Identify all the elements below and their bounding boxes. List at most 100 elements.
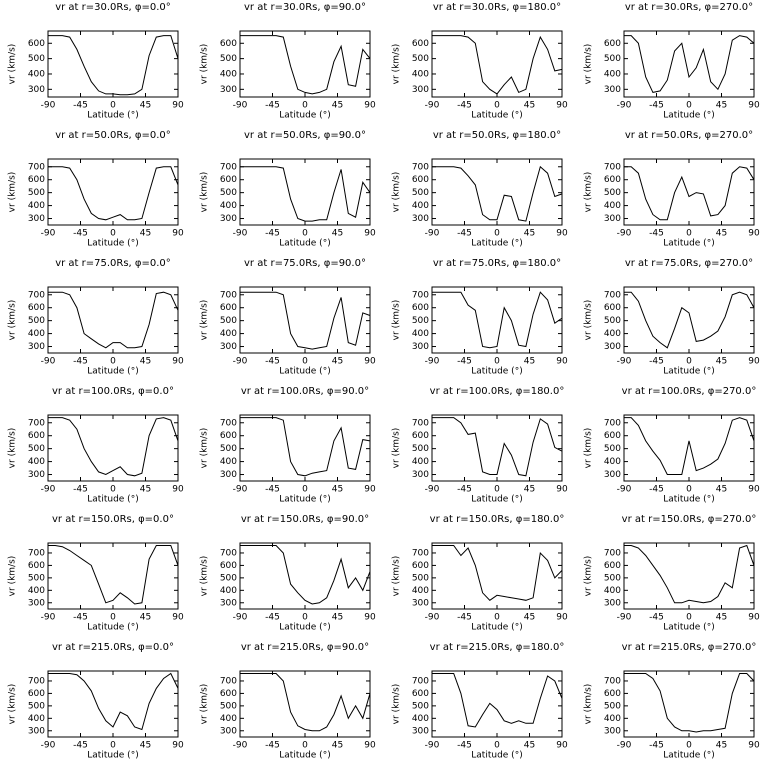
y-tick-label: 300 — [28, 470, 45, 480]
panel: vr at r=30.0Rs, φ=0.0° -90 -45 0 45 90 300 400 5… — [8, 2, 184, 121]
chart-title: vr at r=150.0Rs, φ=270.0° — [622, 514, 757, 525]
x-tick-label: 0 — [110, 357, 116, 367]
x-axis-label: Latitude (°) — [663, 239, 714, 249]
data-line — [240, 673, 371, 732]
y-tick-label: 400 — [604, 457, 621, 467]
y-tick-label: 600 — [28, 39, 45, 49]
x-axis-label: Latitude (°) — [87, 367, 138, 377]
x-tick-label: 0 — [494, 101, 500, 111]
chart-title: vr at r=150.0Rs, φ=0.0° — [52, 514, 174, 525]
y-tick-label: 500 — [412, 316, 429, 326]
y-tick-label: 400 — [28, 329, 45, 339]
y-tick-label: 300 — [220, 214, 237, 224]
y-axis-label: vr (km/s) — [584, 172, 594, 213]
panel: vr at r=215.0Rs, φ=0.0° -90 -45 0 45 90 300 400… — [8, 642, 184, 761]
x-tick-label: 0 — [302, 357, 308, 367]
x-tick-label: 45 — [716, 741, 727, 751]
x-tick-label: -45 — [73, 613, 88, 623]
data-line — [432, 417, 563, 477]
x-tick-label: -90 — [41, 613, 56, 623]
chart-title: vr at r=100.0Rs, φ=0.0° — [52, 386, 174, 397]
y-tick-label: 400 — [220, 714, 237, 724]
x-axis-label: Latitude (°) — [279, 623, 330, 633]
x-tick-label: 45 — [524, 101, 535, 111]
data-line — [432, 545, 563, 601]
y-axis-label: vr (km/s) — [200, 684, 210, 725]
x-tick-label: -45 — [649, 613, 664, 623]
x-tick-label: -45 — [457, 613, 472, 623]
x-axis-label: Latitude (°) — [279, 751, 330, 761]
y-axis-label: vr (km/s) — [584, 300, 594, 341]
y-tick-label: 400 — [220, 201, 237, 211]
x-tick-label: -90 — [41, 357, 56, 367]
x-tick-label: 90 — [748, 229, 760, 239]
y-tick-label: 500 — [28, 316, 45, 326]
y-tick-label: 700 — [604, 676, 621, 686]
x-tick-label: -45 — [265, 485, 280, 495]
data-line — [48, 291, 179, 349]
chart-title: vr at r=75.0Rs, φ=180.0° — [433, 258, 561, 269]
y-tick-label: 600 — [412, 175, 429, 185]
y-tick-label: 700 — [220, 162, 237, 172]
y-axis-label: vr (km/s) — [8, 44, 18, 85]
x-tick-label: -90 — [41, 229, 56, 239]
y-tick-label: 700 — [28, 548, 45, 558]
panel: vr at r=50.0Rs, φ=180.0° -90 -45 0 45 90 300 40… — [392, 130, 568, 249]
y-tick-label: 500 — [220, 188, 237, 198]
y-axis-label: vr (km/s) — [584, 44, 594, 85]
x-tick-label: -45 — [73, 485, 88, 495]
panel: vr at r=150.0Rs, φ=180.0° -90 -45 0 45 90 300 4… — [392, 514, 568, 633]
y-tick-label: 300 — [28, 342, 45, 352]
chart-title: vr at r=30.0Rs, φ=0.0° — [55, 2, 171, 13]
x-tick-label: -45 — [73, 229, 88, 239]
y-tick-label: 300 — [412, 85, 429, 95]
x-axis-label: Latitude (°) — [87, 239, 138, 249]
x-tick-label: 45 — [716, 485, 727, 495]
data-line — [48, 545, 179, 605]
plot-frame — [47, 30, 179, 98]
x-tick-label: 45 — [524, 485, 535, 495]
y-tick-label: 600 — [604, 303, 621, 313]
x-tick-label: -45 — [649, 229, 664, 239]
x-tick-label: 45 — [140, 101, 151, 111]
y-tick-label: 400 — [604, 586, 621, 596]
plot-frame — [623, 286, 755, 354]
y-tick-label: 300 — [28, 85, 45, 95]
y-tick-label: 600 — [412, 689, 429, 699]
x-tick-label: -90 — [233, 485, 248, 495]
x-tick-label: -45 — [457, 485, 472, 495]
plot-frame — [239, 670, 371, 738]
x-tick-label: 0 — [302, 613, 308, 623]
y-tick-label: 500 — [28, 444, 45, 454]
data-line — [240, 291, 371, 350]
y-tick-label: 700 — [28, 290, 45, 300]
x-tick-label: 90 — [748, 613, 760, 623]
x-tick-label: 90 — [748, 741, 760, 751]
y-tick-label: 600 — [220, 175, 237, 185]
y-axis-label: vr (km/s) — [8, 172, 18, 213]
x-tick-label: -90 — [425, 613, 440, 623]
plot-frame — [239, 542, 371, 610]
data-line — [48, 166, 179, 221]
y-tick-label: 600 — [28, 175, 45, 185]
x-tick-label: -90 — [617, 229, 632, 239]
x-tick-label: -90 — [233, 357, 248, 367]
data-line — [624, 166, 755, 221]
y-tick-label: 700 — [412, 418, 429, 428]
data-line — [624, 35, 755, 93]
y-tick-label: 500 — [220, 316, 237, 326]
x-tick-label: -45 — [649, 741, 664, 751]
x-tick-label: 0 — [686, 485, 692, 495]
chart-title: vr at r=30.0Rs, φ=90.0° — [244, 2, 366, 13]
y-tick-label: 400 — [220, 457, 237, 467]
chart-title: vr at r=215.0Rs, φ=270.0° — [622, 642, 757, 653]
chart-title: vr at r=30.0Rs, φ=270.0° — [625, 2, 753, 13]
y-tick-label: 700 — [604, 290, 621, 300]
plot-frame — [239, 414, 371, 482]
y-tick-label: 600 — [412, 561, 429, 571]
y-tick-label: 300 — [412, 214, 429, 224]
x-axis-label: Latitude (°) — [471, 239, 522, 249]
y-tick-label: 500 — [28, 701, 45, 711]
x-tick-label: 45 — [716, 613, 727, 623]
chart-title: vr at r=100.0Rs, φ=180.0° — [430, 386, 565, 397]
